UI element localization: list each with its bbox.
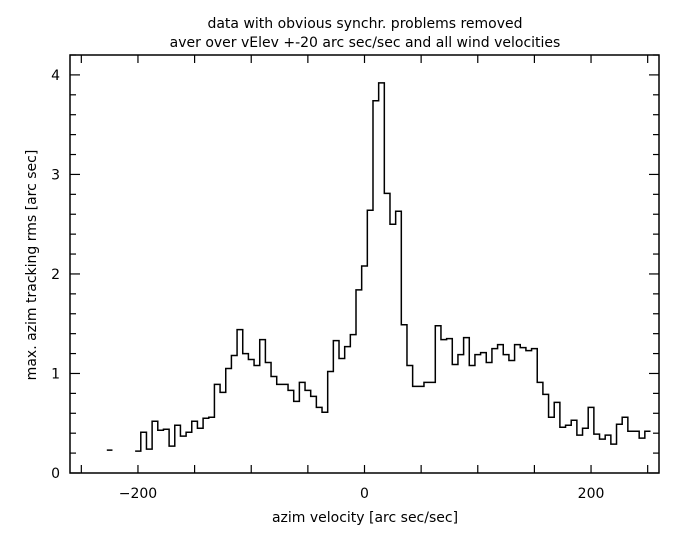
x-tick-label: 200	[578, 486, 605, 502]
y-tick-label: 2	[51, 267, 60, 283]
y-axis-label: max. azim tracking rms [arc sec]	[24, 150, 40, 381]
histogram-step-line	[106, 82, 651, 452]
y-tick-label: 1	[51, 366, 60, 382]
y-tick-label: 4	[51, 68, 60, 84]
x-tick-label: −200	[119, 486, 157, 502]
x-axis-label: azim velocity [arc sec/sec]	[272, 510, 458, 526]
y-tick-label: 0	[51, 466, 60, 482]
plot-frame	[69, 54, 660, 474]
histogram-series	[106, 82, 651, 452]
chart-title-line-2: aver over vElev +-20 arc sec/sec and all…	[170, 35, 561, 51]
axis-ticks	[70, 54, 659, 474]
axis-tick-labels: −200 0 200 0 1 2 3 4	[51, 68, 604, 502]
y-tick-label: 3	[51, 167, 60, 183]
x-tick-label: 0	[360, 486, 369, 502]
chart-title-line-1: data with obvious synchr. problems remov…	[207, 16, 522, 32]
